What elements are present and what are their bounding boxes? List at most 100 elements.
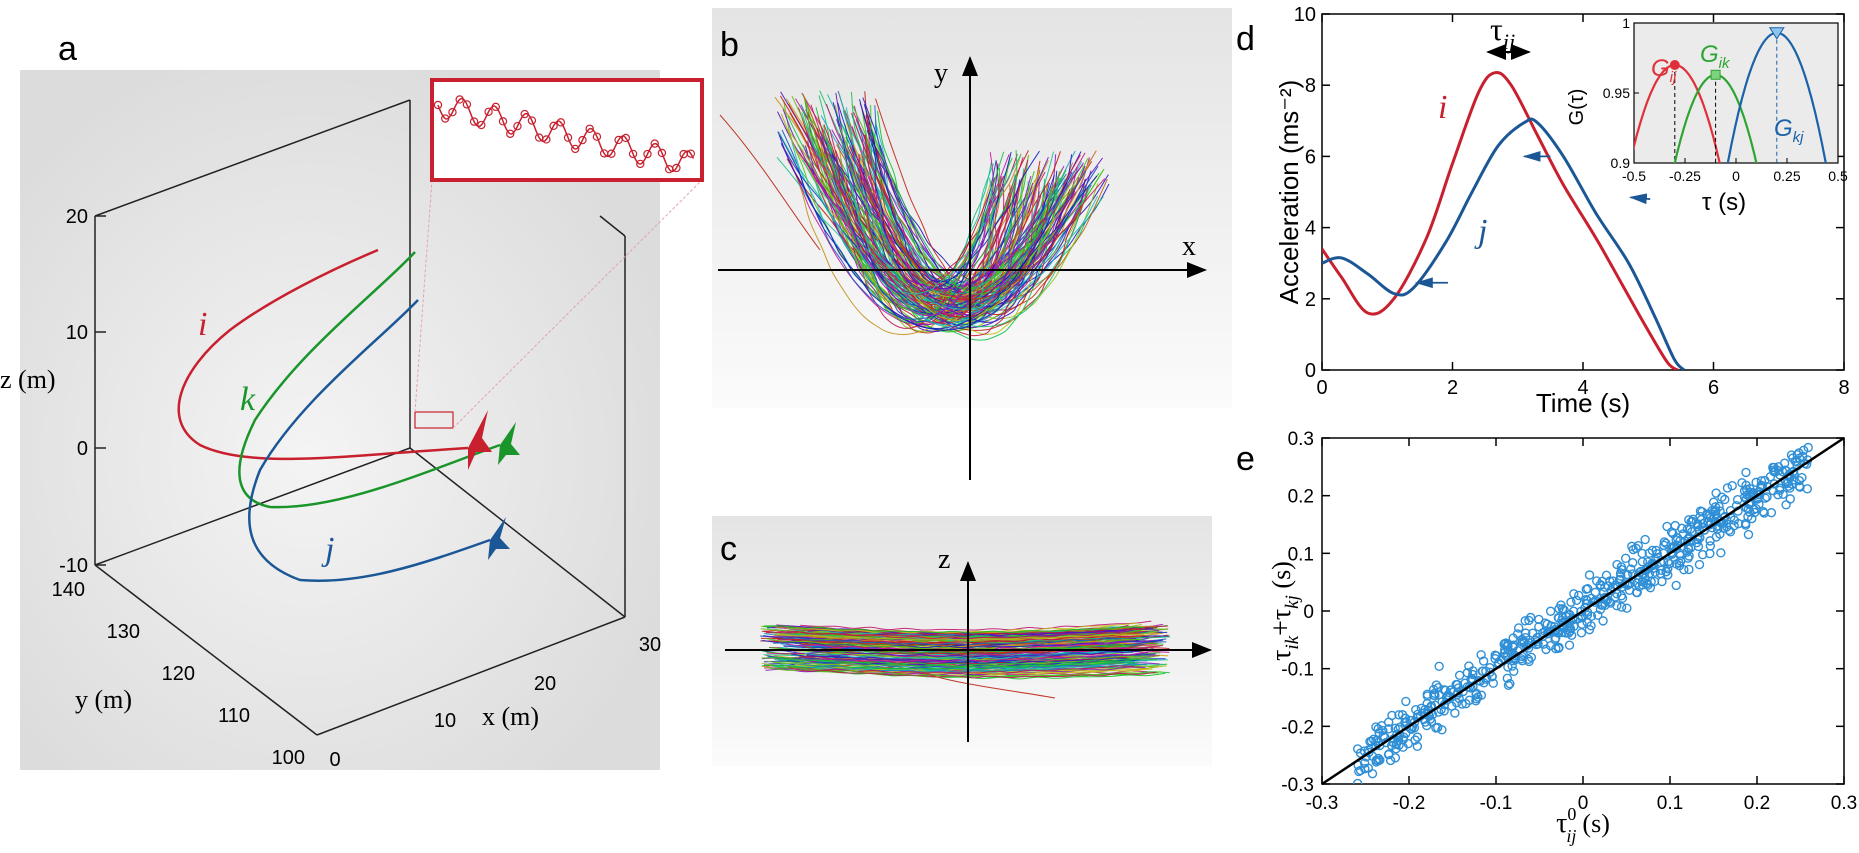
scatter-point: [1431, 723, 1441, 733]
panel-b-x-label: x: [1182, 231, 1196, 262]
series-j-line: [1322, 117, 1686, 370]
scatter-point: [1598, 616, 1608, 626]
zoom-sample-point: [448, 108, 457, 117]
scatter-point: [1626, 564, 1636, 574]
scatter-point: [1371, 736, 1381, 746]
series-j-label: j: [1474, 213, 1487, 250]
scatter-point: [1374, 728, 1384, 738]
series-i-label: i: [1438, 89, 1447, 126]
scatter-point: [1708, 507, 1718, 517]
inset-ylabel: G(τ): [1566, 89, 1588, 126]
scatter-point: [1744, 507, 1755, 517]
y-tick-label: 0: [1305, 360, 1316, 382]
zoom-sample-point: [520, 109, 529, 119]
b-trajectory: [835, 157, 1087, 311]
panel-b: b x y: [712, 8, 1232, 480]
zoom-sample-point: [578, 135, 587, 145]
scatter-point: [1751, 477, 1761, 488]
zoom-sample-point: [549, 121, 558, 131]
panel-c: c z: [712, 516, 1212, 766]
scatter-point: [1785, 483, 1795, 493]
x-tick-label: 20: [534, 673, 556, 695]
scatter-point: [1595, 604, 1606, 615]
scatter-point: [1628, 557, 1638, 568]
scatter-point: [1464, 695, 1475, 705]
zoom-sample-point: [433, 100, 443, 110]
scatter-point: [1452, 689, 1463, 700]
b-trajectory: [813, 150, 997, 316]
scatter-point: [1384, 749, 1394, 759]
y-tick-label: 10: [1294, 4, 1316, 26]
scatter-point: [1786, 450, 1797, 460]
scatter-point: [1450, 708, 1460, 718]
scatter-point: [1584, 624, 1595, 635]
scatter-point: [1664, 559, 1675, 569]
inset-label-G_ij: Gij: [1651, 55, 1677, 86]
zoom-sample-point: [527, 116, 537, 125]
scatter-point: [1550, 634, 1560, 645]
scatter-point: [1651, 545, 1661, 556]
scatter-point: [1434, 661, 1444, 671]
c-trajectory: [763, 625, 1145, 634]
scatter-point: [1794, 476, 1805, 486]
zoom-sample-point: [556, 118, 566, 127]
scatter-point: [1383, 717, 1394, 727]
c-trajectory: [767, 656, 1140, 668]
y-tick-label: 100: [272, 747, 305, 769]
scatter-point: [1385, 755, 1396, 766]
scatter-point: [1490, 653, 1500, 664]
scatter-point: [1679, 565, 1689, 575]
scatter-point: [1733, 518, 1744, 529]
inset-x-tick-label: -0.25: [1669, 168, 1701, 184]
e-x-tick-label: -0.1: [1480, 793, 1513, 814]
b-trajectory: [779, 134, 1073, 329]
inset-x-tick-label: 0: [1732, 168, 1740, 184]
x-tick-label: 2: [1447, 377, 1458, 399]
label-j: j: [321, 531, 334, 568]
scatter-point: [1693, 520, 1703, 530]
e-x-tick-label: 0.3: [1831, 793, 1857, 814]
z-tick-label: 20: [66, 206, 88, 228]
x-axis-label: x (m): [482, 702, 539, 731]
zoom-sample-point: [650, 139, 659, 148]
y-axis-label: y (m): [75, 685, 132, 714]
scatter-point: [1637, 557, 1648, 567]
inset-label-G_kj: Gkj: [1774, 115, 1804, 146]
scatter-point: [1564, 640, 1575, 650]
zoom-sample-point: [513, 121, 522, 131]
scatter-point: [1743, 529, 1754, 540]
scatter-point: [1590, 587, 1601, 598]
z-tick-label: 0: [77, 438, 88, 460]
zoom-sample-point: [636, 159, 645, 169]
panel-e-ticks: -0.3 -0.2 -0.1 0 0.1 0.2 0.3 -0.3 -0.2 -0.1 0 0.1 0.…: [1281, 429, 1857, 814]
scatter-point: [1798, 445, 1809, 455]
c-trajectory: [786, 665, 1135, 674]
e-y-tick-label: -0.2: [1281, 717, 1314, 738]
c-trajectory: [780, 637, 1122, 646]
panel-a-z-ticks: [95, 215, 106, 566]
inset-xlabel: τ (s): [1702, 189, 1746, 216]
scatter-point: [1616, 591, 1627, 601]
c-trajectory: [775, 666, 1159, 678]
scatter-point: [1633, 540, 1643, 551]
scatter-point: [1454, 670, 1465, 681]
panel-c-trajectories: [760, 620, 1171, 699]
scatter-point: [1473, 676, 1484, 686]
scatter-point: [1705, 541, 1716, 551]
scatter-point: [1724, 525, 1734, 535]
scatter-point: [1671, 580, 1681, 591]
e-x-tick-label: -0.2: [1393, 793, 1426, 814]
fit-line: [1321, 436, 1845, 786]
b-trajectory: [777, 131, 1087, 331]
scatter-point: [1627, 541, 1637, 552]
series-i-line: [1322, 71, 1679, 370]
scatter-point: [1610, 592, 1620, 602]
c-trajectory: [919, 671, 1056, 699]
scatter-point: [1720, 494, 1730, 505]
b-trajectory: [840, 136, 1022, 295]
scatter-point: [1468, 669, 1478, 680]
zoom-sample-point: [477, 120, 486, 130]
e-x-tick-label: 0.1: [1657, 793, 1683, 814]
scatter-point: [1488, 678, 1498, 688]
y-tick-label: 6: [1305, 146, 1316, 168]
